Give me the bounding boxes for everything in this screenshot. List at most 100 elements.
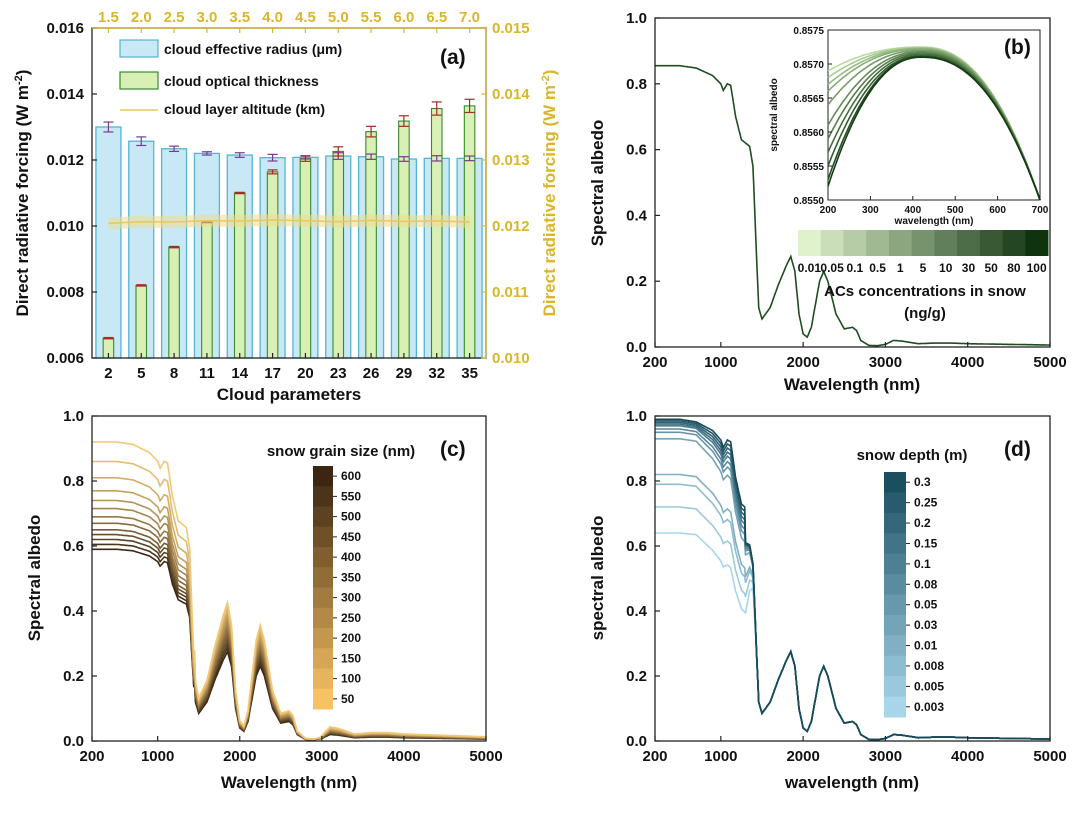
x-tick-label: 2000: [223, 748, 256, 765]
x-tick-label: 3000: [869, 748, 902, 765]
y-tick-label: 0.8: [626, 473, 647, 490]
d-colorbar-tick-label: 0.008: [914, 659, 944, 673]
d-albedo-curve: [655, 428, 1050, 741]
d-colorbar-swatch: [884, 512, 906, 534]
x-tick-label: 200: [642, 748, 667, 765]
b-colorbar-tick-label: 30: [962, 261, 976, 275]
d-colorbar-tick-label: 0.03: [914, 618, 938, 632]
b-colorbar-tick-label: 5: [920, 261, 927, 275]
d-colorbar-swatch: [884, 655, 906, 677]
a-bar-thickness: [299, 158, 312, 359]
d-albedo-curve: [655, 420, 1050, 741]
d-colorbar-swatch: [884, 574, 906, 595]
b-colorbar-tick-label: 0.01: [798, 261, 822, 275]
d-colorbar-tick-label: 0.15: [914, 536, 938, 550]
b-colorbar-swatch: [843, 230, 867, 256]
b-colorbar-swatch: [820, 230, 844, 256]
c-colorbar-tick-label: 450: [341, 530, 361, 544]
x-tick-label: 2000: [786, 354, 819, 371]
a-legend-label-altitude: cloud layer altitude (km): [164, 101, 325, 117]
d-albedo-curve: [655, 532, 1050, 741]
a-ylabel-left: Direct radiative forcing (W m-2): [13, 70, 32, 317]
y-tick-label: 0.0: [626, 733, 647, 750]
c-colorbar-swatch: [313, 547, 333, 568]
a-top-tick-label: 4.0: [262, 9, 283, 26]
a-x-tick-label: 5: [137, 365, 145, 382]
b-colorbar-swatch: [934, 230, 958, 256]
d-colorbar-swatch: [884, 676, 906, 698]
c-colorbar-group: 600 550 500 450 400 350 300 250 200 150 100 50: [313, 466, 361, 710]
a-bar-thickness: [266, 171, 279, 359]
a-top-tick-label: 3.0: [196, 9, 217, 26]
a-bar-thickness: [365, 131, 377, 359]
panel-a: 2 1.5 5 2.0 8 2.5 11 3.0 14 3.5 17 4.0 20 4.5 23 5.0 26 5…: [13, 9, 559, 404]
a-ylabel-right: Direct radiative forcing (W m-2): [540, 70, 559, 317]
b-inset-curve: [827, 56, 1041, 201]
c-colorbar-swatch: [313, 526, 333, 548]
c-albedo-curve: [92, 528, 486, 741]
b-albedo-curve: [655, 64, 1050, 347]
b-inset-y-tick-label: 0.8570: [793, 60, 824, 71]
a-top-tick-label: 2.0: [131, 9, 152, 26]
a-altitude-band-group: [108, 214, 470, 230]
d-colorbar-swatch: [884, 553, 906, 575]
b-inset-group: 200 300 400 500 600 700 0.8550 0.8555 0.8560 0.85…: [769, 26, 1049, 227]
d-colorbar-tick-label: 0.1: [914, 557, 931, 571]
d-colorbar-swatch: [884, 533, 906, 555]
a-x-tick-label: 23: [330, 365, 347, 382]
b-colorbar-tick-label: 80: [1007, 261, 1021, 275]
d-colorbar-group: 0.3 0.25 0.2 0.15 0.1 0.08 0.05 0.03 0.01 0.008 0.…: [884, 472, 944, 718]
d-curves-group: [655, 418, 1050, 741]
x-tick-label: 5000: [469, 748, 502, 765]
d-albedo-curve: [655, 421, 1050, 741]
x-tick-label: 1000: [141, 748, 174, 765]
b-colorbar-tick-label: 1: [897, 261, 904, 275]
c-albedo-curve: [92, 533, 487, 741]
a-x-tick-label: 2: [104, 365, 112, 382]
d-colorbar-tick-label: 0.05: [914, 598, 938, 612]
a-yr-tick-label: 0.010: [492, 350, 530, 367]
d-colorbar-swatch: [884, 594, 906, 616]
y-tick-label: 1.0: [626, 10, 647, 27]
d-colorbar-tick-label: 0.25: [914, 496, 938, 510]
c-plot-frame: [91, 415, 487, 742]
d-colorbar-tick-label: 0.3: [914, 475, 931, 489]
c-panel-tag: (c): [440, 438, 466, 461]
x-tick-label: 4000: [951, 748, 984, 765]
b-inset-x-tick-label: 300: [862, 205, 879, 216]
a-bar-thickness: [332, 150, 345, 359]
d-axes-group: 200 1000 2000 3000 4000 5000 0.0 0.2 0.4 0.6 0.8 1.…: [626, 408, 1067, 765]
d-albedo-curve: [655, 506, 1050, 741]
b-colorbar-swatch: [979, 230, 1004, 256]
a-top-tick-label: 6.0: [393, 9, 414, 26]
a-xlabel: Cloud parameters: [217, 385, 362, 404]
c-colorbar-swatch: [313, 668, 333, 690]
y-tick-label: 0.6: [626, 538, 647, 555]
d-colorbar-tick-label: 0.2: [914, 516, 931, 530]
a-y-tick-label: 0.010: [46, 218, 84, 235]
b-inset-y-tick-label: 0.8575: [793, 26, 824, 37]
b-colorbar-swatch: [798, 230, 822, 256]
b-inset-x-tick-label: 700: [1032, 205, 1049, 216]
a-bar-thickness: [168, 246, 180, 359]
d-colorbar-swatch: [884, 696, 906, 718]
b-inset-x-tick-label: 400: [904, 205, 921, 216]
y-tick-label: 0.2: [63, 668, 84, 685]
a-yr-tick-label: 0.014: [492, 86, 530, 103]
c-colorbar-tick-label: 200: [341, 631, 361, 645]
c-colorbar-tick-label: 300: [341, 591, 361, 605]
a-top-tick-label: 3.5: [229, 9, 250, 26]
y-tick-label: 0.4: [626, 207, 648, 224]
a-top-tick-label: 5.0: [328, 9, 349, 26]
b-xlabel: Wavelength (nm): [784, 375, 920, 394]
b-inset-x-tick-label: 500: [947, 205, 964, 216]
a-top-tick-label: 5.5: [361, 9, 382, 26]
x-tick-label: 200: [79, 748, 104, 765]
d-colorbar-swatch: [884, 472, 906, 493]
a-legend-swatch-thickness: [119, 71, 159, 90]
c-colorbar-swatch: [313, 648, 333, 669]
a-bar-thickness: [430, 107, 443, 359]
panel-c: 200 1000 2000 3000 4000 5000 0.0 0.2 0.4 0.6 0.8 1.…: [25, 408, 503, 792]
b-inset-xlabel: wavelength (nm): [894, 216, 974, 227]
